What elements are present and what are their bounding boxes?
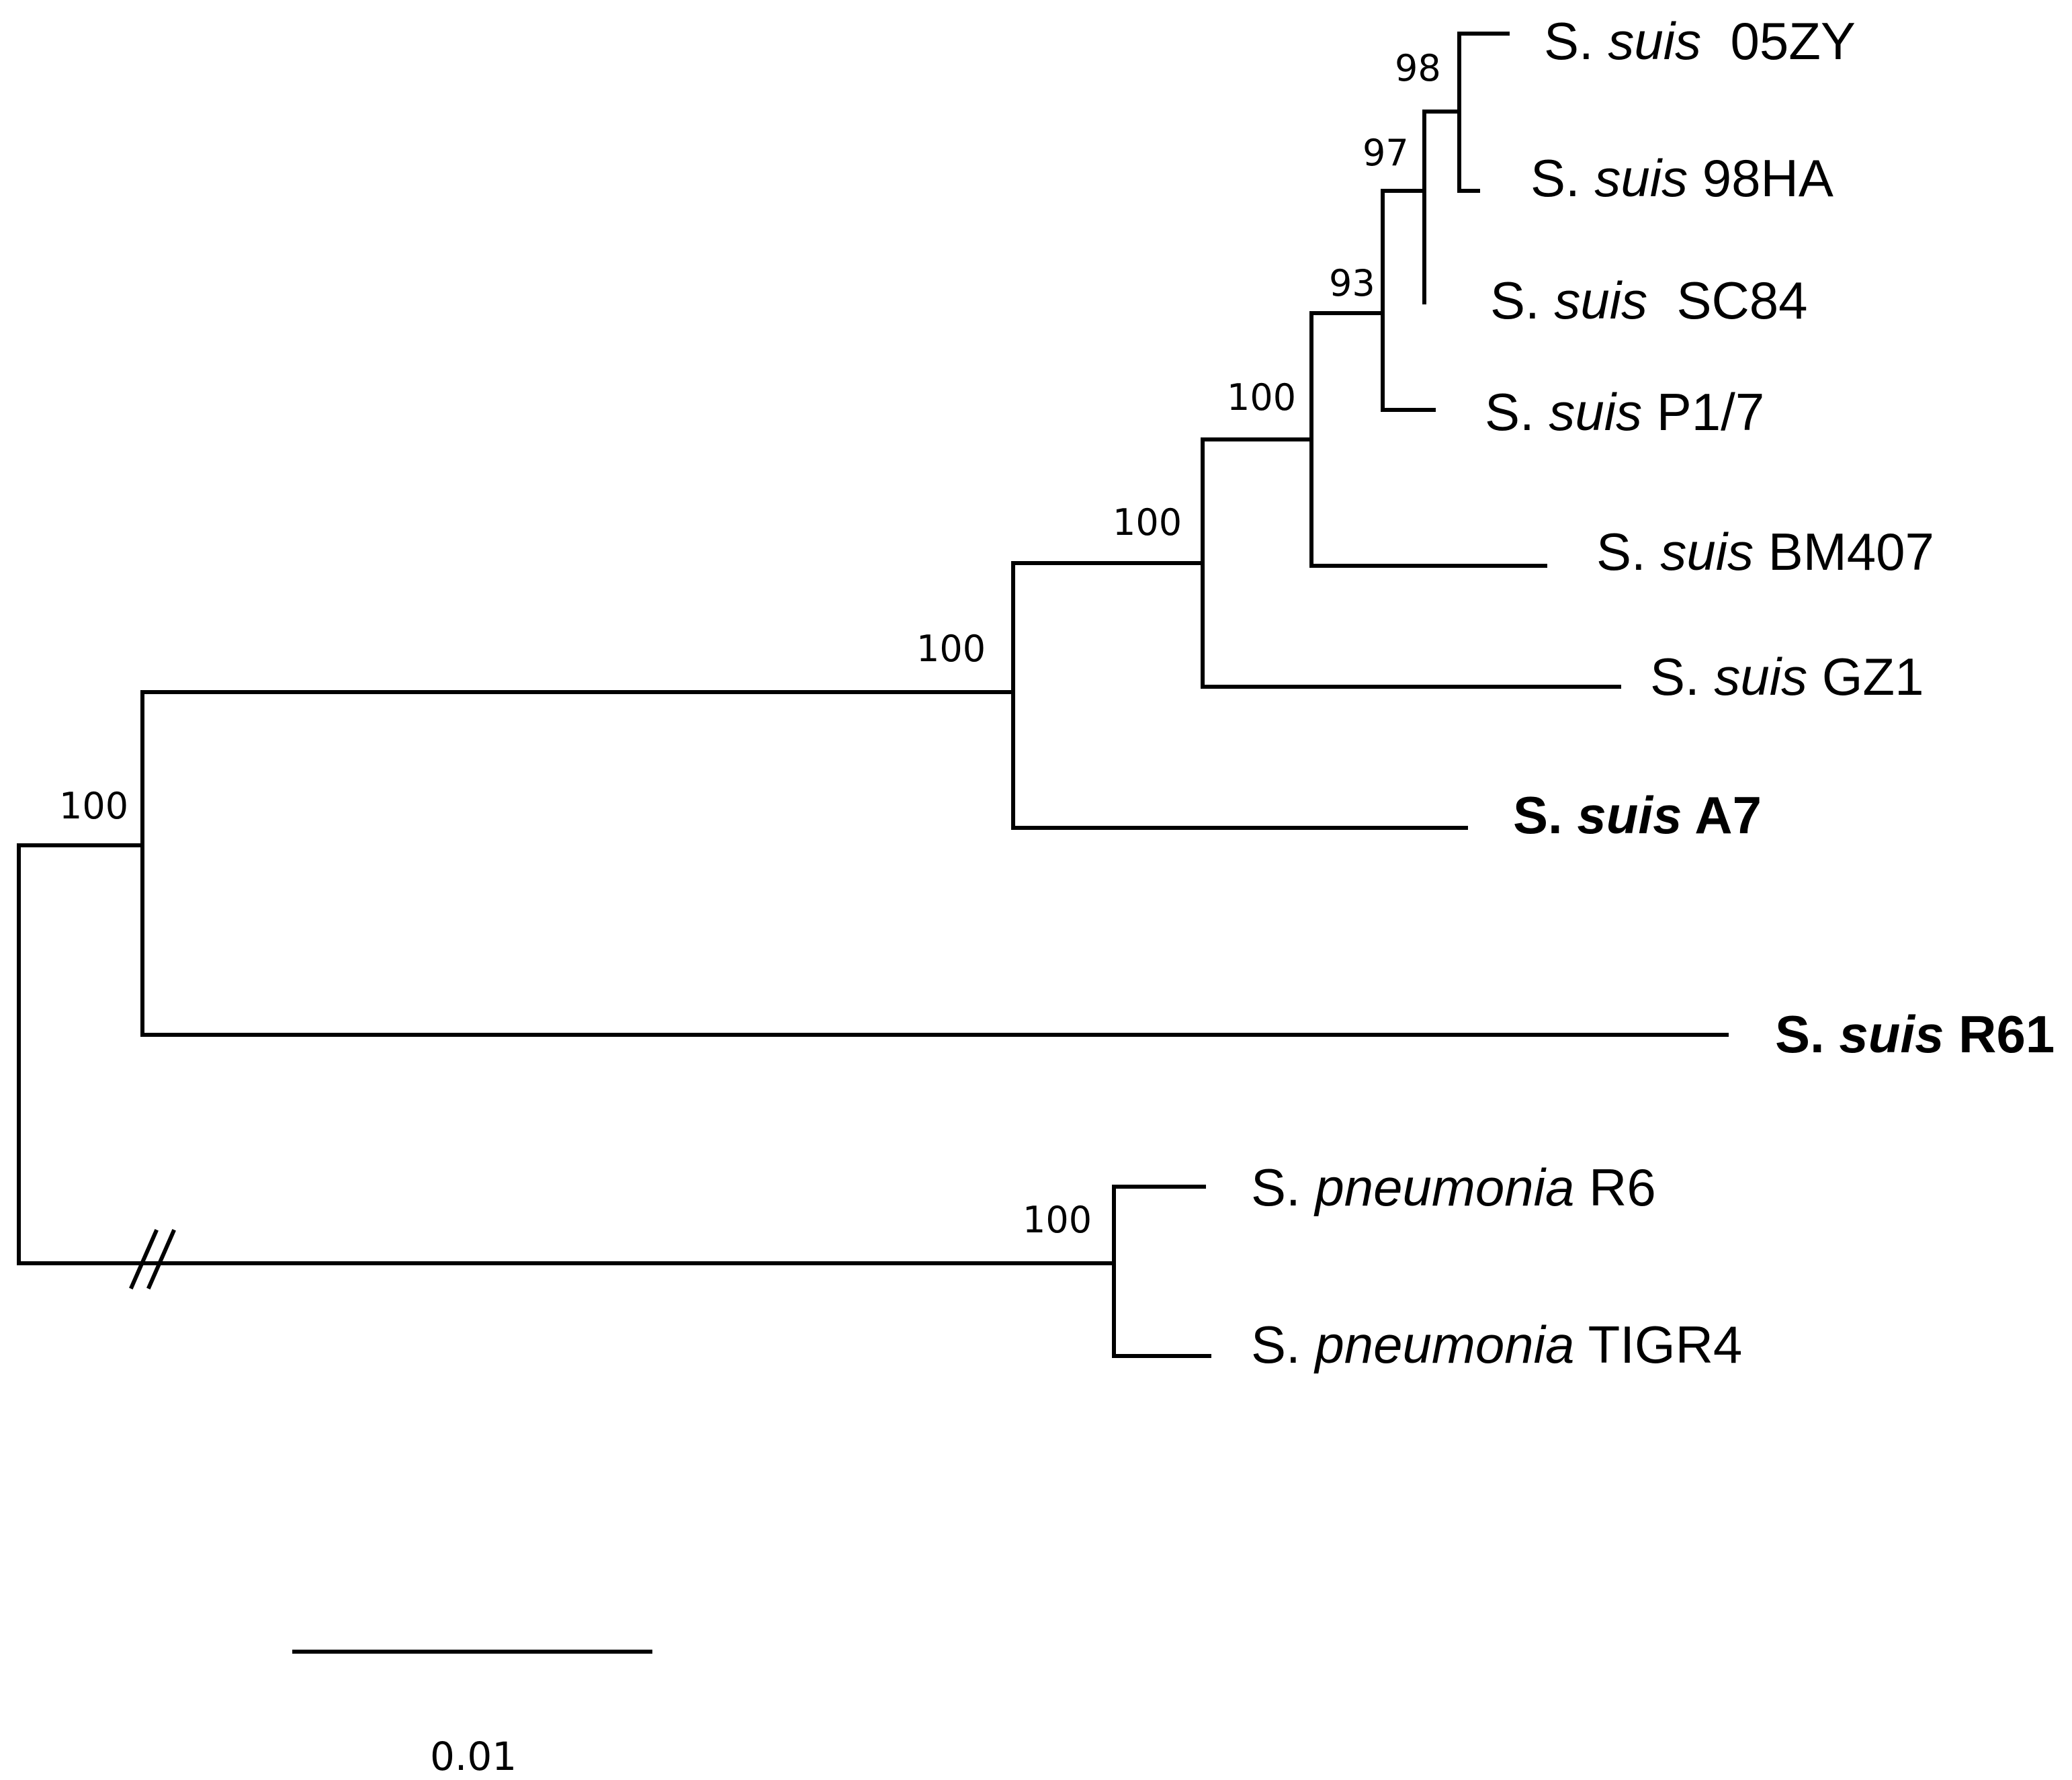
support-value-93: 93	[1329, 262, 1375, 304]
branch-break-mark-2	[146, 1229, 176, 1289]
taxon-label-98HA: S. suis 98HA	[1530, 149, 1833, 208]
taxon-label-05ZY: S. suis 05ZY	[1544, 11, 1856, 71]
support-value-97: 97	[1363, 132, 1409, 174]
branch-break-mark-1	[129, 1229, 159, 1289]
support-value-98: 98	[1395, 47, 1441, 89]
support-value-100: 100	[1113, 501, 1182, 544]
taxon-label-R61: S. suis R61	[1775, 1005, 2055, 1064]
taxon-label-A7: S. suis A7	[1513, 786, 1762, 845]
taxon-label-SC84: S. suis SC84	[1490, 271, 1808, 330]
support-value-100: 100	[1023, 1199, 1092, 1241]
taxon-label-R6: S. pneumonia R6	[1251, 1158, 1656, 1217]
scale-bar-label: 0.01	[430, 1734, 517, 1779]
taxon-label-TIGR4: S. pneumonia TIGR4	[1251, 1315, 1742, 1374]
taxon-label-GZ1: S. suis GZ1	[1650, 647, 1924, 706]
taxon-label-BM407: S. suis BM407	[1596, 522, 1934, 581]
taxon-label-P17: S. suis P1/7	[1485, 382, 1764, 441]
support-value-100: 100	[916, 628, 986, 670]
support-value-100: 100	[59, 785, 128, 827]
support-value-100: 100	[1227, 376, 1296, 419]
